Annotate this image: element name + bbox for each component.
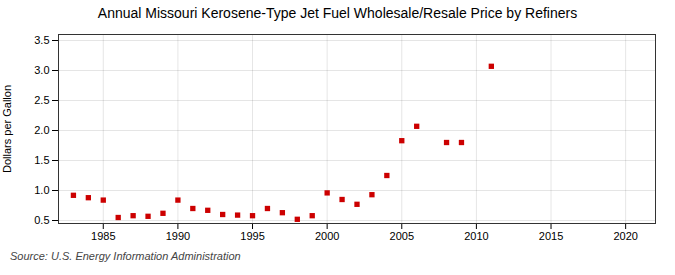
svg-text:3.5: 3.5 [34, 34, 49, 46]
svg-text:2010: 2010 [464, 230, 488, 242]
svg-text:1985: 1985 [91, 230, 115, 242]
svg-text:2020: 2020 [613, 230, 637, 242]
svg-text:1990: 1990 [166, 230, 190, 242]
svg-text:2000: 2000 [315, 230, 339, 242]
svg-text:1995: 1995 [240, 230, 264, 242]
svg-text:3.0: 3.0 [34, 64, 49, 76]
svg-text:2005: 2005 [390, 230, 414, 242]
svg-text:1.0: 1.0 [34, 184, 49, 196]
svg-text:0.5: 0.5 [34, 214, 49, 226]
svg-text:2.0: 2.0 [34, 124, 49, 136]
html-text:Source: U.S. Energy Informatio: Source: U.S. Energy Information Administ… [10, 250, 241, 262]
html-text:Annual Missouri Kerosene-Type: Annual Missouri Kerosene-Type Jet Fuel W… [97, 5, 578, 21]
svg-text:2.5: 2.5 [34, 94, 49, 106]
svg-text:1.5: 1.5 [34, 154, 49, 166]
svg-text:2015: 2015 [539, 230, 563, 242]
svg-text:Dollars per Gallon: Dollars per Gallon [1, 85, 13, 173]
